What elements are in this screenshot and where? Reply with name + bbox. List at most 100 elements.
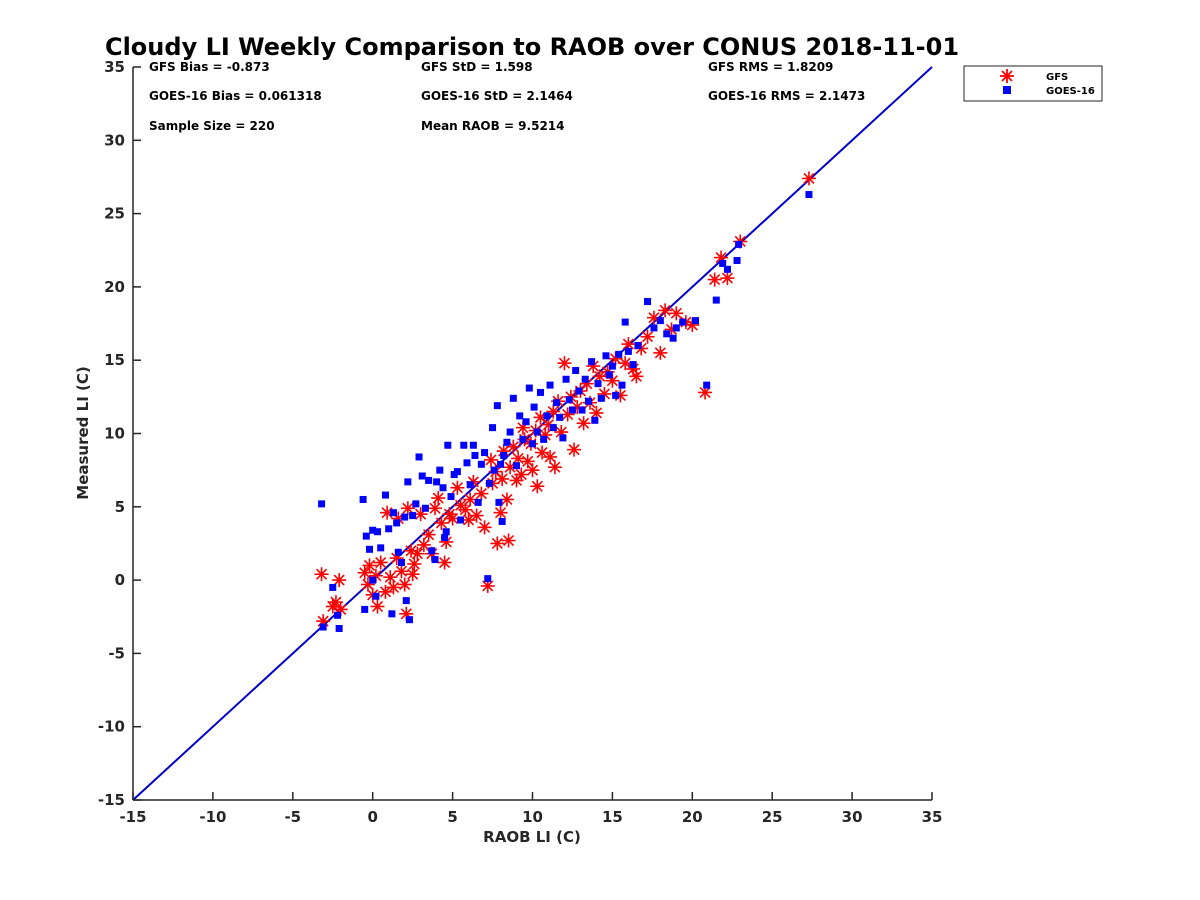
goes16-point [431,556,439,564]
chart-title: Cloudy LI Weekly Comparison to RAOB over… [105,33,959,61]
gfs-point [370,599,385,614]
gfs-point [378,584,393,599]
goes16-point [389,509,397,517]
goes16-point [608,362,616,370]
gfs-point [493,505,508,520]
goes16-point [712,296,720,304]
goes16-point [453,468,461,476]
gfs-point [501,533,516,548]
gfs-point [801,171,816,186]
legend: GFS GOES-16 [963,65,1103,102]
y-tick-label: -15 [98,791,125,809]
goes16-point [441,534,449,542]
goes16-point [644,298,652,306]
goes16-point [618,381,626,389]
gfs-point [357,565,372,580]
goes16-point [425,476,433,484]
goes16-point [381,491,389,499]
gfs-point [495,471,510,486]
gfs-point [431,491,446,506]
gfs-point [474,486,489,501]
goes16-point [405,616,413,624]
gfs-point [445,511,460,526]
gfs-point [557,356,572,371]
goes16-point [597,394,605,402]
goes16-point [369,526,377,534]
goes16-point [402,597,410,605]
goes16-point [584,397,592,405]
goes16-point [588,358,596,366]
gfs-point [525,463,540,478]
goes16-point [444,441,452,449]
goes16-point [719,259,727,267]
gfs-point [394,564,409,579]
gfs-point [463,492,478,507]
x-tick-label: 30 [842,808,863,826]
gfs-point [450,480,465,495]
goes16-point [415,453,423,461]
gfs-point [332,573,347,588]
goes16-point [602,352,610,360]
goes16-series [318,191,813,632]
y-tick-label: 0 [115,571,125,589]
goes16-point [543,412,551,420]
goes16-point [377,544,385,552]
goes16-point [412,500,420,508]
goes16-point [489,424,497,432]
goes16-point [447,493,455,501]
goes16-point [500,451,508,459]
goes16-point [418,472,426,480]
goes16-point [469,441,477,449]
goes16-point [572,366,580,374]
goes16-point [506,428,514,436]
gfs-point [543,449,558,464]
goes16-point [388,610,396,618]
goes16-point [401,513,409,521]
x-tick-label: 0 [367,808,377,826]
y-tick-label: -5 [108,644,125,662]
goes16-point [536,388,544,396]
gfs-point [437,555,452,570]
goes16-point [533,428,541,436]
goes16-point [679,318,687,326]
x-tick-label: 10 [522,808,543,826]
gfs-rms-text: GFS RMS = 1.8209 [708,60,833,74]
goes16-point [519,435,527,443]
goes16-point [503,438,511,446]
goes16-point [393,519,401,527]
goes16-point [540,435,548,443]
goes16-point [485,479,493,487]
x-tick-label: 5 [447,808,457,826]
y-tick-label: 5 [115,498,125,516]
legend-goes-marker [1003,86,1011,94]
goes16-point [578,406,586,414]
gfs-point [428,501,443,516]
goes16-point [634,342,642,350]
goes16-point [581,375,589,383]
goes16-point [672,324,680,332]
goes16-point [530,403,538,411]
gfs-point [640,329,655,344]
gfs-point [328,595,343,610]
x-tick-label: -15 [119,808,146,826]
goes16-point [481,449,489,457]
goes16-point [703,381,711,389]
x-tick-label: -5 [284,808,301,826]
sample-size-text: Sample Size = 220 [149,119,275,133]
x-tick-label: 25 [762,808,783,826]
gfs-point [490,536,505,551]
goes16-point [409,512,417,520]
goes16-point [615,350,623,358]
x-axis-label: RAOB LI (C) [483,828,581,846]
gfs-point [541,417,556,432]
goes16-point [650,324,658,332]
gfs-bias-text: GFS Bias = -0.873 [149,60,270,74]
y-axis-label: Measured LI (C) [74,366,92,499]
goes16-point [421,504,429,512]
goes16-point [369,576,377,584]
goes16-point [605,371,613,379]
goes16-point [562,375,570,383]
goes16-point [436,466,444,474]
goes16-point [318,500,326,508]
goes16-point [591,416,599,424]
